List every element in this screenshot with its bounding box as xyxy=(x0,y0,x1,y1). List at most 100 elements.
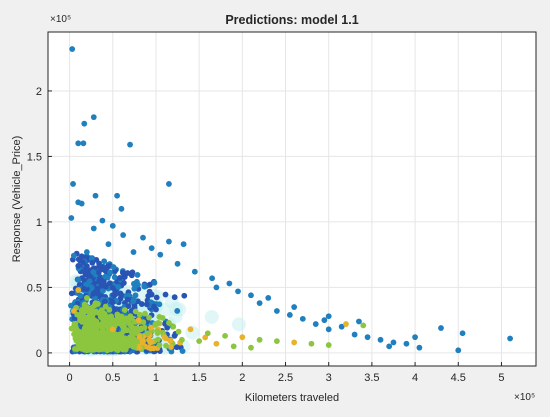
prediction-point xyxy=(360,322,367,329)
prediction-point xyxy=(145,344,152,351)
true-point xyxy=(156,301,163,308)
true-point xyxy=(147,281,153,288)
true-point xyxy=(438,325,444,331)
prediction-point xyxy=(256,336,263,343)
true-point xyxy=(90,269,97,275)
prediction-point xyxy=(156,342,163,349)
true-point xyxy=(115,284,122,290)
true-point xyxy=(110,264,117,270)
true-point xyxy=(143,301,150,308)
prediction-point xyxy=(78,311,84,318)
true-point xyxy=(70,181,76,187)
true-point xyxy=(120,280,127,286)
prediction-point xyxy=(107,335,114,342)
prediction-point xyxy=(107,321,114,328)
true-point xyxy=(131,280,137,287)
true-point xyxy=(83,249,90,255)
prediction-point xyxy=(109,326,116,333)
prediction-point xyxy=(74,346,80,352)
true-point xyxy=(459,330,466,337)
true-point xyxy=(78,200,85,207)
true-point xyxy=(121,274,128,280)
prediction-point xyxy=(93,335,100,341)
true-point xyxy=(111,274,118,281)
true-point xyxy=(88,255,95,262)
x-tick-label: 2 xyxy=(239,372,245,384)
true-point xyxy=(321,317,328,324)
prediction-point xyxy=(84,304,91,311)
true-point xyxy=(403,340,410,347)
prediction-point xyxy=(119,343,125,350)
true-point xyxy=(291,304,298,310)
true-point xyxy=(90,225,97,232)
true-point xyxy=(102,283,109,290)
x-axis-label: Kilometers traveled xyxy=(245,392,339,404)
true-point xyxy=(79,259,86,266)
prediction-point xyxy=(92,300,99,307)
prediction-point xyxy=(131,325,138,332)
y-tick-label: 0 xyxy=(36,348,42,360)
true-point xyxy=(299,315,306,322)
true-point xyxy=(226,280,233,287)
true-point xyxy=(75,256,82,263)
true-point xyxy=(181,292,188,299)
true-point xyxy=(130,249,137,255)
prediction-point xyxy=(163,342,169,349)
true-point xyxy=(103,265,109,272)
true-point xyxy=(325,326,332,333)
x-exponent-label: ×10⁵ xyxy=(514,392,535,403)
x-tick-label: 4 xyxy=(412,372,418,384)
true-point xyxy=(92,192,99,199)
true-point xyxy=(174,260,181,267)
true-point xyxy=(83,263,90,270)
true-point xyxy=(80,140,87,147)
true-point xyxy=(107,269,113,276)
true-point xyxy=(213,284,220,291)
prediction-point xyxy=(239,334,246,341)
true-point xyxy=(101,258,108,265)
prediction-point xyxy=(113,346,120,353)
x-axis-ticks: 0 0.5 1 1.5 2 2.5 3 3.5 4 4.5 5 xyxy=(67,362,505,384)
prediction-point xyxy=(72,331,79,338)
true-point xyxy=(286,312,293,318)
prediction-point xyxy=(78,331,85,338)
prediction-point xyxy=(230,343,237,350)
true-point xyxy=(117,295,124,302)
prediction-point xyxy=(325,342,332,348)
prediction-point xyxy=(102,339,109,346)
y-tick-label: 2 xyxy=(36,86,42,98)
y-tick-label: 1.5 xyxy=(27,151,42,163)
x-tick-label: 5 xyxy=(498,372,504,384)
true-point xyxy=(273,308,280,314)
prediction-point xyxy=(71,308,77,314)
true-point xyxy=(131,285,138,292)
prediction-point xyxy=(136,311,143,318)
prediction-point xyxy=(106,330,112,337)
prediction-point xyxy=(167,337,174,344)
prediction-point xyxy=(88,308,95,315)
true-point xyxy=(81,120,88,127)
prediction-point xyxy=(248,344,254,351)
true-point xyxy=(377,336,384,343)
prediction-point xyxy=(106,306,113,313)
prediction-point xyxy=(148,339,155,345)
prediction-point xyxy=(168,344,174,350)
true-point xyxy=(124,296,131,303)
true-point xyxy=(168,348,175,355)
x-tick-label: 2.5 xyxy=(278,372,293,384)
true-point xyxy=(179,348,186,355)
true-point xyxy=(338,323,345,330)
prediction-point xyxy=(202,334,209,341)
prediction-point xyxy=(153,321,159,327)
prediction-point xyxy=(140,319,147,326)
prediction-point xyxy=(273,338,280,345)
true-point xyxy=(157,251,164,258)
prediction-point xyxy=(81,316,88,323)
true-point xyxy=(129,269,136,276)
true-point xyxy=(174,308,181,314)
true-point xyxy=(114,192,120,199)
true-point xyxy=(390,339,397,346)
prediction-point xyxy=(139,337,146,344)
true-point xyxy=(109,299,116,306)
prediction-point xyxy=(291,339,298,346)
